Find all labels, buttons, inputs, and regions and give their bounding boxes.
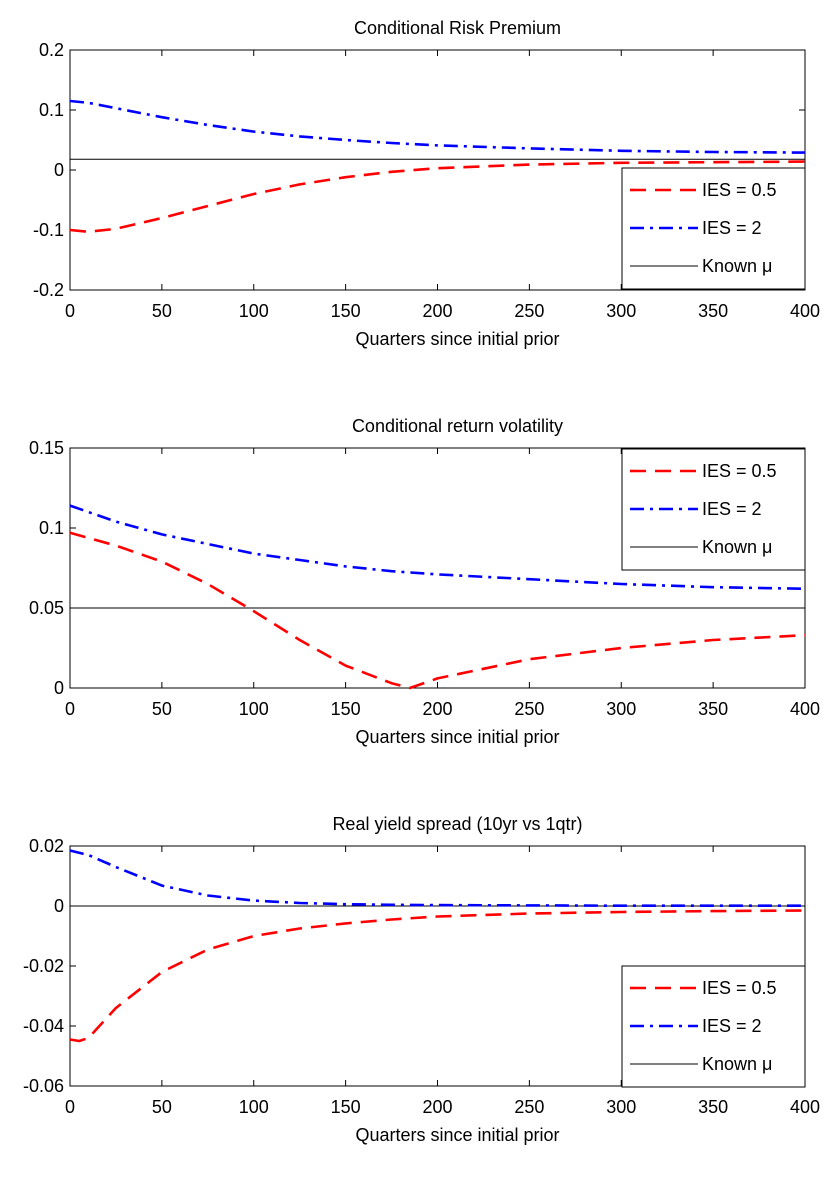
series-line-ies-2 <box>69 849 805 908</box>
legend: IES = 0.5 IES = 2 Known μ <box>621 167 806 290</box>
x-tick-label: 150 <box>331 301 361 321</box>
chart-title: Real yield spread (10yr vs 1qtr) <box>332 814 582 834</box>
y-tick-label: 0.2 <box>39 40 64 60</box>
x-tick-label: 300 <box>606 1097 636 1117</box>
x-tick-label: 200 <box>422 699 452 719</box>
y-tick-label: -0.02 <box>23 956 64 976</box>
legend: IES = 0.5 IES = 2 Known μ <box>621 965 806 1088</box>
series-line-ies-2 <box>69 504 806 591</box>
x-tick-label: 100 <box>239 1097 269 1117</box>
series-line-ies-0-5 <box>69 160 806 234</box>
x-tick-label: 250 <box>514 1097 544 1117</box>
y-tick-label: 0.02 <box>29 836 64 856</box>
x-tick-label: 350 <box>698 1097 728 1117</box>
x-tick-label: 350 <box>698 699 728 719</box>
y-tick-label: -0.06 <box>23 1076 64 1096</box>
chart-title: Conditional return volatility <box>352 416 563 436</box>
chart-title: Conditional Risk Premium <box>354 18 561 38</box>
legend-label: IES = 2 <box>702 1016 762 1036</box>
x-tick-label: 50 <box>152 699 172 719</box>
y-tick-label: 0.1 <box>39 100 64 120</box>
legend-label: IES = 2 <box>702 499 762 519</box>
x-tick-label: 0 <box>65 699 75 719</box>
x-tick-label: 0 <box>65 1097 75 1117</box>
x-tick-label: 400 <box>790 699 820 719</box>
x-tick-label: 150 <box>331 699 361 719</box>
legend-box <box>621 965 806 1088</box>
x-tick-label: 100 <box>239 699 269 719</box>
legend-label: IES = 0.5 <box>702 461 777 481</box>
x-axis-label: Quarters since initial prior <box>355 329 559 349</box>
x-tick-label: 50 <box>152 1097 172 1117</box>
legend: IES = 0.5 IES = 2 Known μ <box>621 448 806 571</box>
chart-1: Conditional Risk Premium 0 50 100 150 200 250 3… <box>33 18 820 349</box>
series-line-ies-0-5 <box>69 909 806 1043</box>
x-tick-label: 400 <box>790 1097 820 1117</box>
chart-2: Conditional return volatility 0 50 100 150 20… <box>29 416 820 747</box>
y-tick-label: 0.15 <box>29 438 64 458</box>
y-tick-label: -0.2 <box>33 280 64 300</box>
y-tick-label: -0.1 <box>33 220 64 240</box>
x-axis-label: Quarters since initial prior <box>355 1125 559 1145</box>
legend-label: Known μ <box>702 256 772 276</box>
x-tick-label: 200 <box>422 1097 452 1117</box>
x-tick-label: 200 <box>422 301 452 321</box>
x-tick-label: 0 <box>65 301 75 321</box>
series-line-ies-0-5 <box>69 531 806 690</box>
x-axis-label: Quarters since initial prior <box>355 727 559 747</box>
x-tick-label: 300 <box>606 301 636 321</box>
y-tick-label: 0.05 <box>29 598 64 618</box>
legend-label: IES = 0.5 <box>702 180 777 200</box>
y-tick-label: 0.1 <box>39 518 64 538</box>
legend-label: IES = 0.5 <box>702 978 777 998</box>
legend-label: Known μ <box>702 537 772 557</box>
x-tick-label: 400 <box>790 301 820 321</box>
x-tick-label: 350 <box>698 301 728 321</box>
legend-label: Known μ <box>702 1054 772 1074</box>
y-tick-label: 0 <box>54 678 64 698</box>
x-tick-label: 250 <box>514 301 544 321</box>
x-tick-label: 250 <box>514 699 544 719</box>
legend-label: IES = 2 <box>702 218 762 238</box>
x-tick-label: 300 <box>606 699 636 719</box>
x-tick-label: 150 <box>331 1097 361 1117</box>
y-tick-label: -0.04 <box>23 1016 64 1036</box>
y-tick-label: 0 <box>54 896 64 916</box>
x-tick-label: 50 <box>152 301 172 321</box>
x-tick-label: 100 <box>239 301 269 321</box>
y-tick-label: 0 <box>54 160 64 180</box>
chart-3: Real yield spread (10yr vs 1qtr) 0 50 100 15… <box>23 814 820 1145</box>
